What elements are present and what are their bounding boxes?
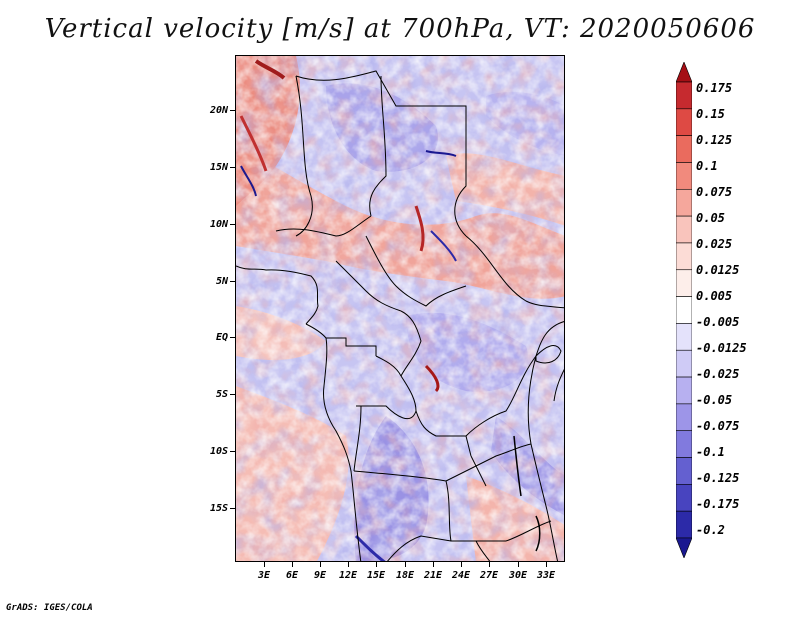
colorbar-segment — [676, 510, 692, 539]
colorbar-segment — [676, 484, 692, 512]
colorbar-segment — [676, 537, 692, 558]
lat-label-20n: 20N — [209, 105, 228, 116]
velocity-map — [235, 55, 565, 562]
lat-label-10s: 10S — [209, 446, 228, 457]
velocity-field — [236, 56, 564, 561]
colorbar-label--0.075: -0.075 — [696, 419, 740, 433]
lon-label-12e: 12E — [338, 570, 358, 581]
colorbar-label--0.0125: -0.0125 — [696, 341, 747, 355]
colorbar-label-0.025: 0.025 — [696, 237, 733, 251]
lat-label-10n: 10N — [209, 219, 228, 230]
colorbar-label--0.175: -0.175 — [696, 497, 740, 511]
colorbar-label-0.075: 0.075 — [696, 185, 733, 199]
lon-tick — [320, 562, 321, 567]
colorbar-label--0.125: -0.125 — [696, 471, 740, 485]
lat-tick — [230, 337, 235, 338]
lon-label-3e: 3E — [257, 570, 271, 581]
lon-label-9e: 9E — [313, 570, 327, 581]
lat-tick — [230, 110, 235, 111]
colorbar-segment — [676, 81, 692, 110]
colorbar-segment — [676, 215, 692, 244]
colorbar-segment — [676, 457, 692, 485]
lon-tick — [461, 562, 462, 567]
lat-tick — [230, 281, 235, 282]
colorbar-label-0.15: 0.15 — [696, 107, 725, 121]
colorbar-segment — [676, 108, 692, 136]
lat-label-5s: 5S — [215, 389, 228, 400]
colorbar-label-0.1: 0.1 — [696, 159, 718, 173]
lon-tick — [292, 562, 293, 567]
colorbar-segment — [676, 242, 692, 271]
lon-label-15e: 15E — [366, 570, 386, 581]
map-title: Vertical velocity [m/s] at 700hPa, VT: 2… — [44, 14, 756, 44]
lat-label-15n: 15N — [209, 162, 228, 173]
lat-tick — [230, 224, 235, 225]
colorbar-label-0.005: 0.005 — [696, 289, 733, 303]
country-borders — [236, 70, 564, 561]
colorbar-segment — [676, 135, 692, 163]
colorbar-label-0.0125: 0.0125 — [696, 263, 740, 277]
lon-tick — [518, 562, 519, 567]
colorbar — [676, 62, 692, 558]
lon-tick — [376, 562, 377, 567]
colorbar-label--0.05: -0.05 — [696, 393, 733, 407]
colorbar-segment — [676, 296, 692, 324]
lat-tick — [230, 451, 235, 452]
lon-label-18e: 18E — [395, 570, 415, 581]
colorbar-segment — [676, 188, 692, 217]
colorbar-label-0.05: 0.05 — [696, 211, 725, 225]
colorbar-label--0.025: -0.025 — [696, 367, 740, 381]
colorbar-segment — [676, 430, 692, 458]
colorbar-segment — [676, 269, 692, 297]
lon-label-21e: 21E — [423, 570, 443, 581]
lon-tick — [264, 562, 265, 567]
lon-label-33e: 33E — [536, 570, 556, 581]
lat-label-eq: EQ — [215, 332, 228, 343]
lon-label-30e: 30E — [508, 570, 528, 581]
footer-credit: GrADS: IGES/COLA — [6, 603, 93, 613]
lon-label-6e: 6E — [285, 570, 299, 581]
lon-tick — [489, 562, 490, 567]
colorbar-segments — [676, 62, 692, 558]
lon-tick — [348, 562, 349, 567]
lon-label-27e: 27E — [479, 570, 499, 581]
colorbar-segment — [676, 349, 692, 378]
strong-velocity-features — [239, 59, 457, 561]
colorbar-segment — [676, 162, 692, 190]
lat-label-5n: 5N — [215, 276, 228, 287]
colorbar-label--0.2: -0.2 — [696, 523, 725, 537]
lat-tick — [230, 167, 235, 168]
lat-tick — [230, 394, 235, 395]
lon-tick — [546, 562, 547, 567]
lon-tick — [405, 562, 406, 567]
colorbar-label-0.125: 0.125 — [696, 133, 733, 147]
lat-tick — [230, 508, 235, 509]
colorbar-segment — [676, 62, 692, 83]
lat-label-15s: 15S — [209, 503, 228, 514]
colorbar-label-0.175: 0.175 — [696, 81, 733, 95]
lon-tick — [433, 562, 434, 567]
colorbar-segment — [676, 403, 692, 432]
colorbar-label--0.1: -0.1 — [696, 445, 725, 459]
colorbar-segment — [676, 376, 692, 405]
colorbar-label--0.005: -0.005 — [696, 315, 740, 329]
colorbar-segment — [676, 323, 692, 351]
lon-label-24e: 24E — [451, 570, 471, 581]
